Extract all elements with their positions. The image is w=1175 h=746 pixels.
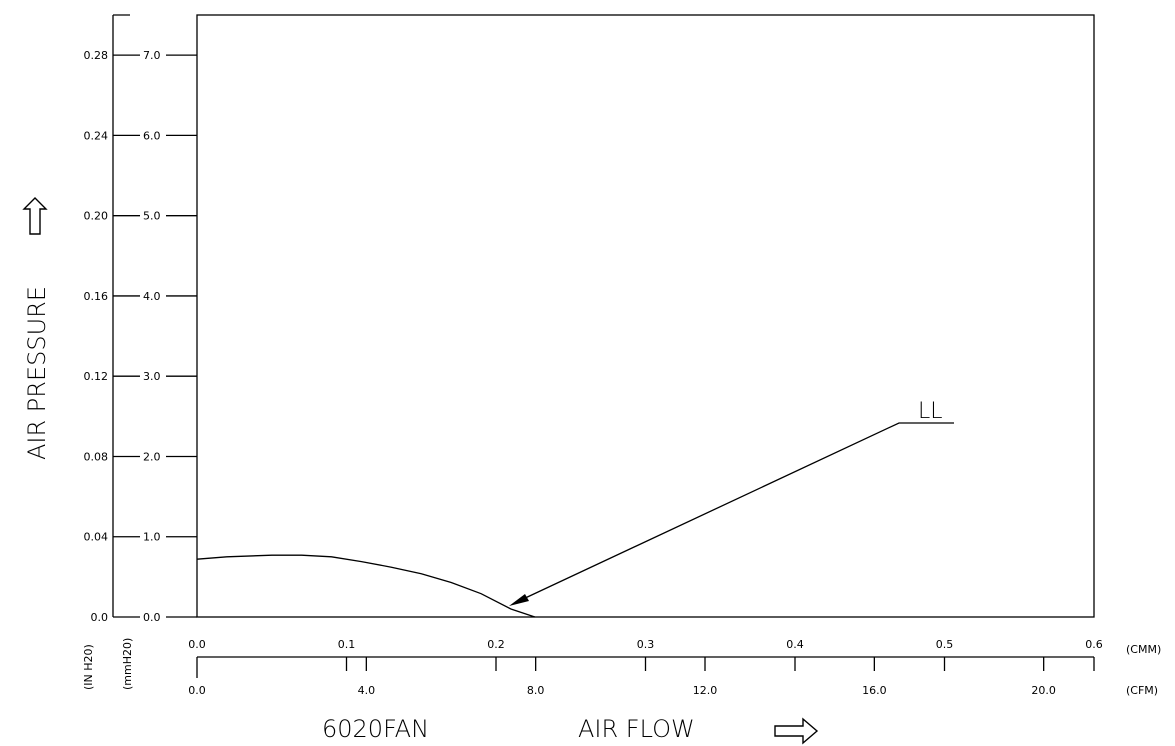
y-tick-label-inh2o: 0.16 <box>84 290 109 303</box>
x-tick-label-cmm: 0.2 <box>487 638 505 651</box>
y-tick-label-mmh2o: 7.0 <box>143 49 161 62</box>
y-tick-label-mmh2o: 4.0 <box>143 290 161 303</box>
series-ll-leader-line <box>520 422 954 601</box>
y-tick-label-inh2o: 0.28 <box>84 49 109 62</box>
y-axis-ticks: 0.0 0.0 1.0 0.04 2.0 0.08 3.0 0.12 4.0 0.16 5.0 0.2… <box>84 49 197 624</box>
x-tick-label-cfm: 16.0 <box>862 684 887 697</box>
y-tick-label-mmh2o: 2.0 <box>143 450 161 463</box>
y-unit-mmh2o: (mmH20) <box>121 638 134 690</box>
y-axis-title: AIR PRESSURE <box>23 286 51 460</box>
y-tick-label-inh2o: 0.0 <box>91 611 109 624</box>
x-tick-label-cmm: 0.1 <box>338 638 356 651</box>
x-tick-label-cfm: 4.0 <box>358 684 376 697</box>
x-tick-label-cfm: 20.0 <box>1031 684 1056 697</box>
y-tick-label-mmh2o: 1.0 <box>143 531 161 544</box>
fan-model-label: 6020FAN <box>322 715 429 743</box>
x-tick-label-cfm: 12.0 <box>693 684 718 697</box>
y-tick-label-mmh2o: 5.0 <box>143 210 161 223</box>
y-tick-label-inh2o: 0.20 <box>84 210 109 223</box>
plot-frame <box>196 14 1095 618</box>
y-tick-label-mmh2o: 3.0 <box>143 370 161 383</box>
y-tick-label-mmh2o: 0.0 <box>143 611 161 624</box>
right-arrow-icon <box>774 717 819 745</box>
y-tick-label-inh2o: 0.04 <box>84 531 109 544</box>
y-tick-label-mmh2o: 6.0 <box>143 129 161 142</box>
x-tick-label-cmm: 0.6 <box>1085 638 1103 651</box>
y-tick-label-inh2o: 0.12 <box>84 370 109 383</box>
series-ll-curve <box>196 554 536 618</box>
x-tick-label-cfm: 0.0 <box>188 684 206 697</box>
y-unit-inh2o: (IN H20) <box>82 644 95 690</box>
y-tick-label-inh2o: 0.24 <box>84 129 109 142</box>
x-tick-label-cfm: 8.0 <box>527 684 545 697</box>
x-tick-label-cmm: 0.4 <box>786 638 804 651</box>
x-axis-ticks: 0.0 0.1 0.2 0.3 0.4 0.5 0.6 0.0 4.0 8.0 12.0 16.0 20… <box>188 638 1103 697</box>
x-axis-title: AIR FLOW <box>578 715 695 743</box>
y-tick-label-inh2o: 0.08 <box>84 450 109 463</box>
series-ll-label: LL <box>918 399 943 424</box>
x-tick-label-cmm: 0.0 <box>188 638 206 651</box>
x-tick-label-cmm: 0.3 <box>637 638 655 651</box>
x-unit-cmm: (CMM) <box>1126 643 1161 656</box>
series-ll-leader-arrowhead <box>509 594 529 606</box>
x-unit-cfm: (CFM) <box>1126 684 1158 697</box>
x-tick-label-cmm: 0.5 <box>936 638 954 651</box>
up-arrow-icon <box>22 197 48 235</box>
